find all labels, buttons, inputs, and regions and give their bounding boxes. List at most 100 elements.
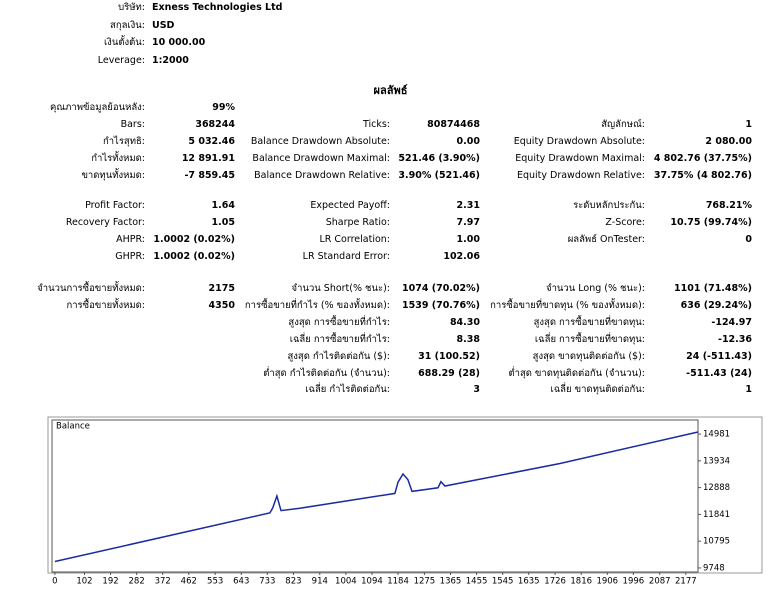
metric-value: 1 xyxy=(745,118,752,130)
metric-label: การซื้อขายทั้งหมด: xyxy=(66,299,145,311)
metric-label: Ticks: xyxy=(362,118,390,130)
x-tick-label: 102 xyxy=(76,577,92,587)
x-tick-label: 823 xyxy=(285,577,301,587)
x-tick-label: 372 xyxy=(155,577,171,587)
metric-value: 0.00 xyxy=(456,135,480,147)
x-tick-label: 2087 xyxy=(649,577,671,587)
metric-value: 10.75 (99.74%) xyxy=(670,216,752,228)
metric-value: -124.97 xyxy=(711,316,752,328)
metric-label: เฉลี่ย การซื้อขายที่ขาดทุน: xyxy=(534,333,645,345)
chart-title: Balance xyxy=(56,422,90,432)
metric-label: Balance Drawdown Relative: xyxy=(254,169,390,181)
metric-value: 1539 (70.76%) xyxy=(402,299,480,311)
header-value: 10 000.00 xyxy=(152,37,206,48)
balance-line xyxy=(54,431,699,563)
metric-value: 80874468 xyxy=(427,118,480,130)
metric-value: 37.75% (4 802.76) xyxy=(653,169,752,181)
x-tick-label: 192 xyxy=(102,577,118,587)
metric-value: 688.29 (28) xyxy=(418,367,480,379)
metric-label: กำไรทั้งหมด: xyxy=(91,152,145,164)
header-value: Exness Technologies Ltd xyxy=(152,2,283,13)
chart-frame xyxy=(47,416,763,574)
header-label: สกุลเงิน: xyxy=(110,19,145,31)
metric-label: Expected Payoff: xyxy=(310,200,390,211)
metric-label: AHPR: xyxy=(116,233,145,245)
x-tick-label: 1275 xyxy=(414,577,436,587)
x-tick-label: 1816 xyxy=(570,577,592,587)
metric-label: การซื้อขายที่กำไร (% ของทั้งหมด): xyxy=(244,299,390,311)
metric-value: 768.21% xyxy=(705,200,752,211)
metric-label: ต่ำสุด กำไรติดต่อกัน (จำนวน): xyxy=(263,367,390,379)
metric-label: คุณภาพข้อมูลย้อนหลัง: xyxy=(50,102,145,113)
metric-label: สูงสุด กำไรติดต่อกัน ($): xyxy=(287,350,390,362)
x-tick-label: 0 xyxy=(52,577,57,587)
metric-value: 8.38 xyxy=(456,333,480,345)
y-tick-label: 9748 xyxy=(703,563,725,573)
metric-value: 5 032.46 xyxy=(188,135,235,147)
metric-value: 4 802.76 (37.75%) xyxy=(653,152,752,164)
metric-value: 1101 (71.48%) xyxy=(674,283,752,294)
metric-value: 1.00 xyxy=(456,233,480,245)
metric-value: 2 080.00 xyxy=(705,135,752,147)
metric-label: LR Standard Error: xyxy=(302,250,390,262)
metric-value: 99% xyxy=(212,102,235,113)
balance-chart: Balance 9748 10795 11841 12888 13934 14981 0 10… xyxy=(47,416,763,587)
metric-label: Profit Factor: xyxy=(85,200,145,211)
metric-value: 1.0002 (0.02%) xyxy=(153,250,235,262)
metric-label: การซื้อขายที่ขาดทุน (% ของทั้งหมด): xyxy=(490,299,645,311)
metric-value: 24 (-511.43) xyxy=(686,350,752,362)
metric-value: 636 (29.24%) xyxy=(680,299,752,311)
metric-label: ผลลัพธ์ OnTester: xyxy=(567,233,645,245)
x-tick-label: 2177 xyxy=(675,577,697,587)
header-value: 1:2000 xyxy=(152,54,189,66)
metric-value: 368244 xyxy=(195,118,235,130)
header-value: USD xyxy=(152,19,175,31)
y-tick-label: 11841 xyxy=(703,510,730,520)
metric-label: ต่ำสุด ขาดทุนติดต่อกัน (จำนวน): xyxy=(508,367,645,379)
metric-value: 2175 xyxy=(208,283,235,294)
header-label: บริษัท: xyxy=(118,2,145,13)
metric-value: 7.97 xyxy=(456,216,480,228)
metric-label: สูงสุด การซื้อขายที่ขาดทุน: xyxy=(533,316,645,328)
x-tick-label: 643 xyxy=(233,577,249,587)
metric-label: สูงสุด ขาดทุนติดต่อกัน ($): xyxy=(532,350,645,362)
metric-label: LR Correlation: xyxy=(319,233,391,245)
metric-label: Balance Drawdown Absolute: xyxy=(250,135,390,147)
x-tick-label: 1906 xyxy=(596,577,618,587)
metric-label: สูงสุด การซื้อขายที่กำไร: xyxy=(288,316,390,328)
metric-value: 1 xyxy=(745,384,752,396)
metric-value: 1.05 xyxy=(211,216,235,228)
metric-value: -511.43 (24) xyxy=(686,367,752,379)
metric-value: 1074 (70.02%) xyxy=(402,283,480,294)
metric-value: 84.30 xyxy=(449,316,480,328)
metric-label: กำไรสุทธิ: xyxy=(102,135,145,147)
metric-value: 4350 xyxy=(208,299,235,311)
metric-label: Equity Drawdown Absolute: xyxy=(513,135,645,147)
x-tick-label: 1726 xyxy=(544,577,566,587)
x-tick-label: 1455 xyxy=(466,577,488,587)
x-tick-label: 1365 xyxy=(440,577,462,587)
metric-label: Equity Drawdown Relative: xyxy=(516,169,645,181)
metric-value: 102.06 xyxy=(443,250,480,262)
x-tick-label: 914 xyxy=(312,577,328,587)
x-tick-label: 1545 xyxy=(492,577,514,587)
metric-label: Balance Drawdown Maximal: xyxy=(252,152,390,164)
x-tick-label: 462 xyxy=(181,577,197,587)
metric-value: 3.90% (521.46) xyxy=(398,169,480,181)
metric-value: 3 xyxy=(473,384,480,396)
metric-value: 0 xyxy=(745,233,752,245)
x-tick-label: 1004 xyxy=(335,577,357,587)
metric-label: สัญลักษณ์: xyxy=(601,118,645,130)
metric-label: จำนวน Short(% ชนะ): xyxy=(291,283,390,294)
y-tick-label: 10795 xyxy=(703,537,730,547)
x-tick-label: 553 xyxy=(207,577,223,587)
metric-label: เฉลี่ย การซื้อขายที่กำไร: xyxy=(289,333,390,345)
metric-value: 1.64 xyxy=(211,200,235,211)
x-tick-label: 733 xyxy=(259,577,275,587)
metric-label: Recovery Factor: xyxy=(65,216,145,228)
metric-value: -7 859.45 xyxy=(184,169,235,181)
metric-value: 1.0002 (0.02%) xyxy=(153,233,235,245)
y-tick-label: 13934 xyxy=(703,456,730,466)
y-tick-label: 12888 xyxy=(703,483,730,493)
